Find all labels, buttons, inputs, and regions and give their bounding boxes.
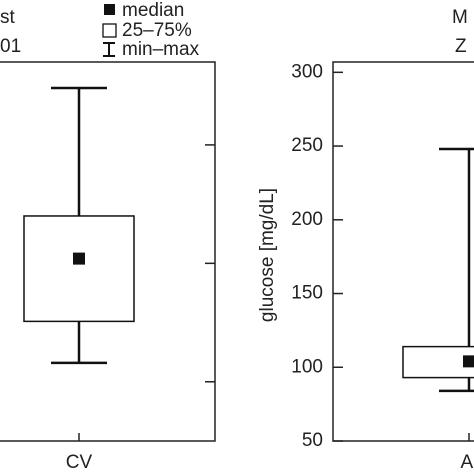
y-tick-label: 200 [291,209,323,230]
title-fragment: Z [455,36,467,57]
title-fragment: st [0,7,16,28]
plot-frame [0,61,216,442]
y-tick-label: 150 [291,283,323,304]
box [402,345,474,379]
median [73,252,85,265]
y-tick-label: 50 [302,430,323,451]
legend-label: median [122,0,184,21]
y-tick-label: 250 [291,135,323,156]
title-fragment: M [452,7,468,28]
legend-label: 25–75% [122,20,192,41]
legend-box-icon [102,23,117,38]
x-tick-label: CV [66,452,93,473]
legend-whisker-icon [103,42,115,57]
median [463,355,474,368]
title-fragment: 01 [0,36,21,57]
y-axis-label: glucose [mg/dL] [257,188,278,322]
legend-label: min–max [122,39,200,60]
y-tick-label: 300 [291,61,323,82]
box [23,215,135,323]
x-tick-label: Al [461,452,474,473]
legend-median-icon [104,4,115,15]
plot-frame [332,61,474,442]
y-tick-label: 100 [291,356,323,377]
